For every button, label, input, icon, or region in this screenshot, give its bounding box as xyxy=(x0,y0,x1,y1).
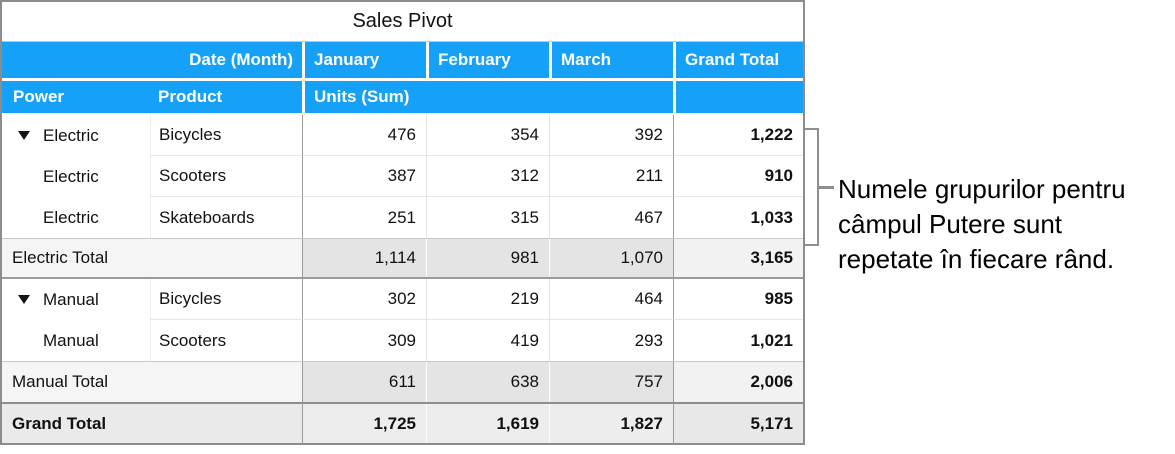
annotation-line: câmpul Putere sunt xyxy=(838,209,1063,239)
header-power[interactable]: Power xyxy=(2,81,150,113)
header-product[interactable]: Product xyxy=(150,81,302,113)
cell-grand-total[interactable]: 985 xyxy=(673,279,803,320)
cell-march[interactable]: 467 xyxy=(549,197,673,238)
annotation-text: Numele grupurilor pentru câmpul Putere s… xyxy=(838,172,1175,277)
pivot-row-manual-scooters: Manual Scooters 309 419 293 1,021 xyxy=(2,320,803,361)
cell-power[interactable]: Electric xyxy=(43,166,99,186)
cell-january[interactable]: 1,114 xyxy=(302,239,426,277)
cell-product[interactable]: Scooters xyxy=(150,320,302,361)
cell-february[interactable]: 315 xyxy=(426,197,549,238)
cell-january[interactable]: 476 xyxy=(302,115,426,156)
cell-january[interactable]: 611 xyxy=(302,362,426,402)
header-row-fields: Power Product Units (Sum) xyxy=(2,78,803,115)
cell-total-label[interactable]: Grand Total xyxy=(2,404,302,443)
cell-february[interactable]: 219 xyxy=(426,279,549,320)
header-date-month[interactable]: Date (Month) xyxy=(2,42,302,78)
cell-january[interactable]: 309 xyxy=(302,320,426,361)
cell-product[interactable]: Bicycles xyxy=(150,115,302,156)
cell-february[interactable]: 638 xyxy=(426,362,549,402)
cell-january[interactable]: 251 xyxy=(302,197,426,238)
cell-product[interactable]: Skateboards xyxy=(150,197,302,238)
cell-grand-total[interactable]: 1,021 xyxy=(673,320,803,361)
cell-march[interactable]: 464 xyxy=(549,279,673,320)
header-blank-cell[interactable] xyxy=(673,81,803,113)
cell-february[interactable]: 981 xyxy=(426,239,549,277)
cell-march[interactable]: 757 xyxy=(549,362,673,402)
cell-power[interactable]: Electric xyxy=(2,115,150,156)
annotation-line: repetate în fiecare rând. xyxy=(838,244,1115,274)
cell-grand-total[interactable]: 3,165 xyxy=(673,239,803,277)
cell-march[interactable]: 211 xyxy=(549,156,673,197)
callout-tick xyxy=(818,186,834,189)
cell-product[interactable]: Bicycles xyxy=(150,279,302,320)
grand-total-row: Grand Total 1,725 1,619 1,827 5,171 xyxy=(2,402,803,443)
power-label: Electric xyxy=(43,125,99,145)
cell-january[interactable]: 302 xyxy=(302,279,426,320)
cell-grand-total[interactable]: 910 xyxy=(673,156,803,197)
cell-grand-total[interactable]: 5,171 xyxy=(673,404,803,443)
header-grand-total[interactable]: Grand Total xyxy=(673,42,803,78)
cell-grand-total[interactable]: 2,006 xyxy=(673,362,803,402)
disclosure-triangle-icon[interactable] xyxy=(18,131,30,140)
cell-february[interactable]: 419 xyxy=(426,320,549,361)
power-label: Manual xyxy=(43,289,99,309)
cell-grand-total[interactable]: 1,222 xyxy=(673,115,803,156)
callout-bracket xyxy=(805,128,819,246)
header-units-sum[interactable]: Units (Sum) xyxy=(302,81,673,113)
cell-february[interactable]: 1,619 xyxy=(426,404,549,443)
pivot-row-manual-bicycles: Manual Bicycles 302 219 464 985 xyxy=(2,279,803,320)
cell-product[interactable]: Scooters xyxy=(150,156,302,197)
disclosure-triangle-icon[interactable] xyxy=(18,295,30,304)
pivot-row-electric-bicycles: Electric Bicycles 476 354 392 1,222 xyxy=(2,115,803,156)
cell-march[interactable]: 293 xyxy=(549,320,673,361)
cell-power[interactable]: Manual xyxy=(43,330,99,350)
cell-march[interactable]: 1,070 xyxy=(549,239,673,277)
header-row-months: Date (Month) January February March Gran… xyxy=(2,42,803,78)
cell-march[interactable]: 392 xyxy=(549,115,673,156)
header-march[interactable]: March xyxy=(549,42,673,78)
cell-february[interactable]: 312 xyxy=(426,156,549,197)
cell-power[interactable]: Electric xyxy=(43,207,99,227)
cell-grand-total[interactable]: 1,033 xyxy=(673,197,803,238)
pivot-table: Sales Pivot Date (Month) January Februar… xyxy=(0,0,805,445)
header-january[interactable]: January xyxy=(302,42,426,78)
pivot-row-electric-scooters: Electric Scooters 387 312 211 910 xyxy=(2,156,803,197)
cell-march[interactable]: 1,827 xyxy=(549,404,673,443)
total-row-manual: Manual Total 611 638 757 2,006 xyxy=(2,361,803,402)
header-february[interactable]: February xyxy=(426,42,549,78)
cell-total-label[interactable]: Manual Total xyxy=(2,362,302,402)
pivot-row-electric-skateboards: Electric Skateboards 251 315 467 1,033 xyxy=(2,197,803,238)
cell-power[interactable]: Manual xyxy=(2,279,150,320)
cell-january[interactable]: 1,725 xyxy=(302,404,426,443)
table-title[interactable]: Sales Pivot xyxy=(2,2,803,42)
cell-february[interactable]: 354 xyxy=(426,115,549,156)
cell-total-label[interactable]: Electric Total xyxy=(2,239,302,277)
cell-january[interactable]: 387 xyxy=(302,156,426,197)
annotation-line: Numele grupurilor pentru xyxy=(838,174,1126,204)
total-row-electric: Electric Total 1,114 981 1,070 3,165 xyxy=(2,238,803,279)
